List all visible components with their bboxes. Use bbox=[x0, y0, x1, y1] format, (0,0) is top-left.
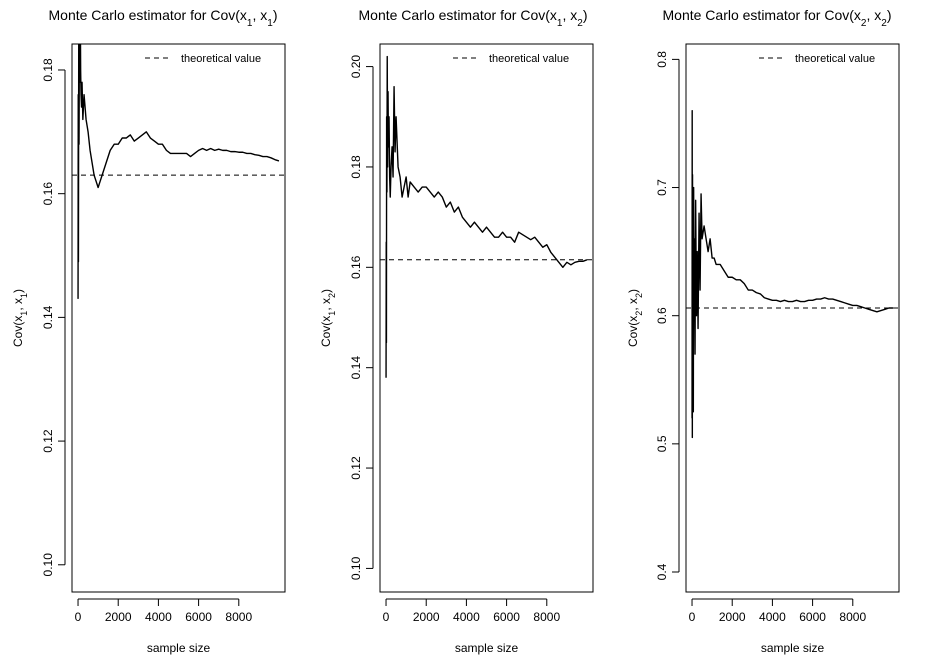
y-tick-label: 0.5 bbox=[655, 435, 669, 452]
y-axis-3: 0.4 0.5 0.6 0.7 0.8 bbox=[655, 51, 680, 580]
legend-label: theoretical value bbox=[489, 53, 569, 65]
x-axis-label-2: sample size bbox=[455, 641, 519, 655]
legend-3: theoretical value bbox=[759, 53, 875, 65]
x-tick-label: 6000 bbox=[493, 610, 520, 624]
chart-panel-2: Monte Carlo estimator for Cov(x1, x2) 0 20… bbox=[319, 7, 594, 655]
x-tick-label: 2000 bbox=[719, 610, 746, 624]
plot-frame-1 bbox=[71, 43, 286, 593]
y-tick-label: 0.14 bbox=[349, 356, 363, 380]
legend-label: theoretical value bbox=[795, 53, 875, 65]
x-axis-3: 0 2000 4000 6000 8000 bbox=[689, 598, 866, 624]
x-tick-label: 0 bbox=[689, 610, 696, 624]
y-axis-2: 0.10 0.12 0.14 0.16 0.18 0.20 bbox=[349, 55, 374, 580]
y-axis-label-3: Cov(x2, x2) bbox=[626, 289, 644, 347]
estimator-series-line-1 bbox=[77, 44, 280, 299]
y-tick-label: 0.7 bbox=[655, 179, 669, 196]
y-tick-label: 0.8 bbox=[655, 51, 669, 68]
x-tick-label: 8000 bbox=[839, 610, 866, 624]
x-tick-label: 4000 bbox=[145, 610, 172, 624]
x-axis-2: 0 2000 4000 6000 8000 bbox=[383, 598, 560, 624]
x-tick-label: 2000 bbox=[413, 610, 440, 624]
x-axis-label-1: sample size bbox=[147, 641, 211, 655]
y-tick-label: 0.16 bbox=[349, 255, 363, 279]
x-tick-label: 0 bbox=[383, 610, 390, 624]
x-axis-label-3: sample size bbox=[761, 641, 825, 655]
y-tick-label: 0.12 bbox=[349, 456, 363, 480]
legend-label: theoretical value bbox=[181, 53, 261, 65]
y-axis-label-2: Cov(x1, x2) bbox=[319, 289, 337, 347]
chart-panel-1: Monte Carlo estimator for Cov(x1, x1) 0 20… bbox=[11, 7, 286, 655]
chart-title-3: Monte Carlo estimator for Cov(x2, x2) bbox=[663, 7, 892, 29]
x-axis-1: 0 2000 4000 6000 8000 bbox=[75, 598, 252, 624]
x-tick-label: 6000 bbox=[185, 610, 212, 624]
y-tick-label: 0.18 bbox=[41, 58, 55, 82]
x-tick-label: 6000 bbox=[799, 610, 826, 624]
y-axis-1: 0.10 0.12 0.14 0.16 0.18 bbox=[41, 58, 66, 577]
y-tick-label: 0.4 bbox=[655, 563, 669, 580]
y-tick-label: 0.16 bbox=[41, 182, 55, 206]
y-axis-label-1: Cov(x1, x1) bbox=[11, 289, 29, 347]
legend-1: theoretical value bbox=[145, 53, 261, 65]
x-tick-label: 2000 bbox=[105, 610, 132, 624]
legend-2: theoretical value bbox=[453, 53, 569, 65]
y-tick-label: 0.6 bbox=[655, 307, 669, 324]
estimator-series-line-2 bbox=[385, 55, 588, 378]
plot-frame-3 bbox=[685, 43, 900, 593]
plot-frame-2 bbox=[379, 43, 594, 593]
x-tick-label: 4000 bbox=[759, 610, 786, 624]
x-tick-label: 4000 bbox=[453, 610, 480, 624]
y-tick-label: 0.10 bbox=[41, 553, 55, 577]
estimator-series-line-3 bbox=[691, 109, 893, 439]
y-tick-label: 0.10 bbox=[349, 556, 363, 580]
y-tick-label: 0.12 bbox=[41, 429, 55, 453]
y-tick-label: 0.20 bbox=[349, 55, 363, 79]
chart-title-1: Monte Carlo estimator for Cov(x1, x1) bbox=[49, 7, 278, 29]
y-tick-label: 0.18 bbox=[349, 155, 363, 179]
x-tick-label: 8000 bbox=[533, 610, 560, 624]
chart-panel-3: Monte Carlo estimator for Cov(x2, x2) 0 20… bbox=[626, 7, 900, 655]
x-tick-label: 0 bbox=[75, 610, 82, 624]
chart-title-2: Monte Carlo estimator for Cov(x1, x2) bbox=[359, 7, 588, 29]
y-tick-label: 0.14 bbox=[41, 305, 55, 329]
x-tick-label: 8000 bbox=[225, 610, 252, 624]
